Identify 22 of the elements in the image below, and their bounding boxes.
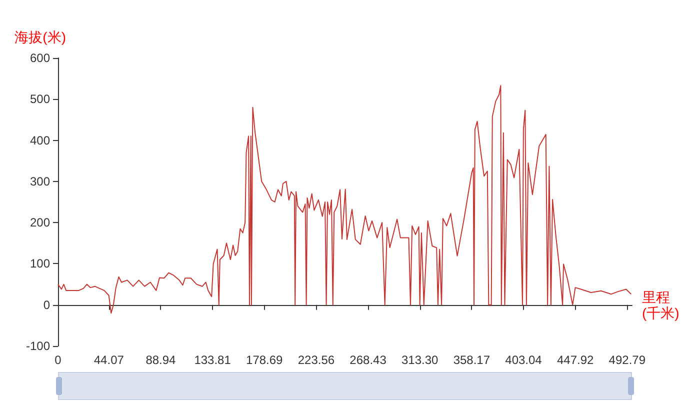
x-tick-label: 44.07 — [94, 353, 124, 367]
x-tick-label: 223.56 — [298, 353, 335, 367]
x-tick-label: 178.69 — [246, 353, 284, 367]
y-tick-label: 200 — [30, 216, 50, 230]
x-tick-label: 447.92 — [556, 353, 594, 367]
y-tick-label: 600 — [30, 51, 50, 65]
x-tick-label: 268.43 — [350, 353, 387, 367]
y-tick-label: 100 — [30, 256, 50, 271]
x-tick-label: 358.17 — [453, 353, 490, 367]
x-tick-label: 403.04 — [505, 353, 542, 367]
x-tick-label: 88.94 — [146, 353, 176, 367]
y-tick-label: 0 — [43, 298, 50, 312]
x-tick-label: 313.30 — [401, 353, 439, 367]
y-tick-label: 400 — [30, 133, 50, 148]
x-axis-title: 里程 (千米) — [642, 288, 680, 321]
x-tick-label: 492.79 — [608, 353, 646, 367]
y-axis-title: 海拔(米) — [14, 29, 66, 45]
x-tick-label: 133.81 — [194, 353, 232, 367]
x-tick-label: 0 — [54, 353, 62, 367]
y-tick-label: 500 — [30, 92, 50, 106]
y-tick-label: -100 — [26, 339, 50, 353]
y-tick-label: 300 — [30, 174, 50, 188]
